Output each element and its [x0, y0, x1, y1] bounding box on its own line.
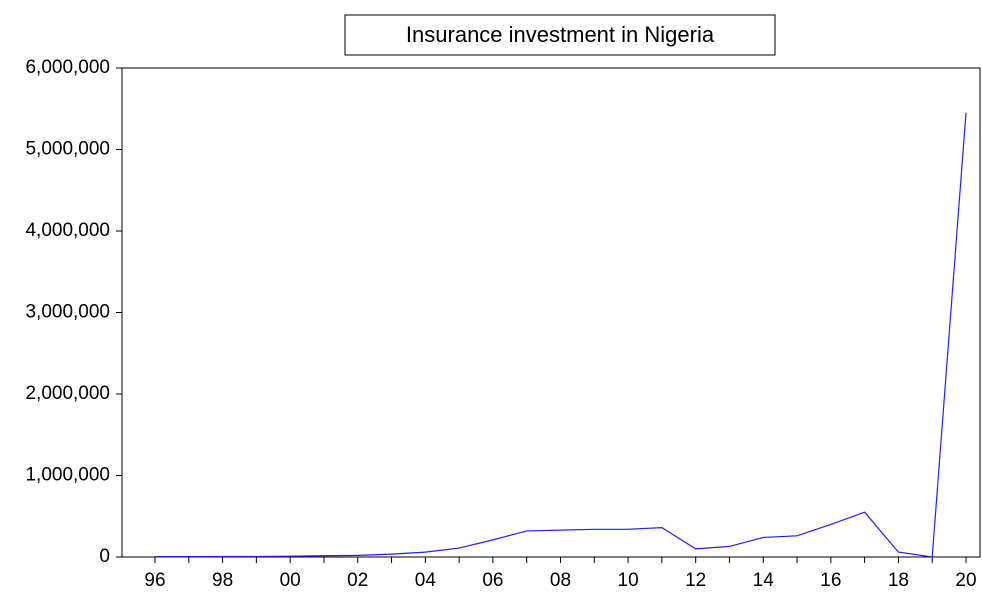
x-tick-label: 08	[550, 570, 571, 591]
chart-title: Insurance investment in Nigeria	[406, 22, 715, 47]
y-tick-label: 5,000,000	[25, 139, 110, 160]
y-tick-label: 2,000,000	[25, 383, 110, 404]
x-tick-label: 10	[618, 570, 639, 591]
x-tick-label: 00	[280, 570, 301, 591]
x-tick-label: 06	[482, 570, 503, 591]
x-tick-label: 16	[820, 570, 841, 591]
y-tick-label: 0	[99, 546, 110, 567]
x-tick-label: 02	[347, 570, 368, 591]
x-tick-label: 98	[212, 570, 233, 591]
x-tick-label: 18	[888, 570, 909, 591]
x-tick-label: 96	[144, 570, 165, 591]
y-tick-label: 4,000,000	[25, 220, 110, 241]
title-box	[344, 14, 776, 56]
y-tick-label: 1,000,000	[25, 465, 110, 486]
y-tick-label: 3,000,000	[25, 302, 110, 323]
data-line	[155, 112, 967, 558]
y-tick-label: 6,000,000	[25, 57, 110, 78]
x-tick-label: 14	[753, 570, 775, 591]
x-tick-label: 20	[955, 570, 976, 591]
plot-frame	[121, 67, 981, 558]
x-tick-label: 12	[685, 570, 706, 591]
x-tick-label: 04	[415, 570, 437, 591]
